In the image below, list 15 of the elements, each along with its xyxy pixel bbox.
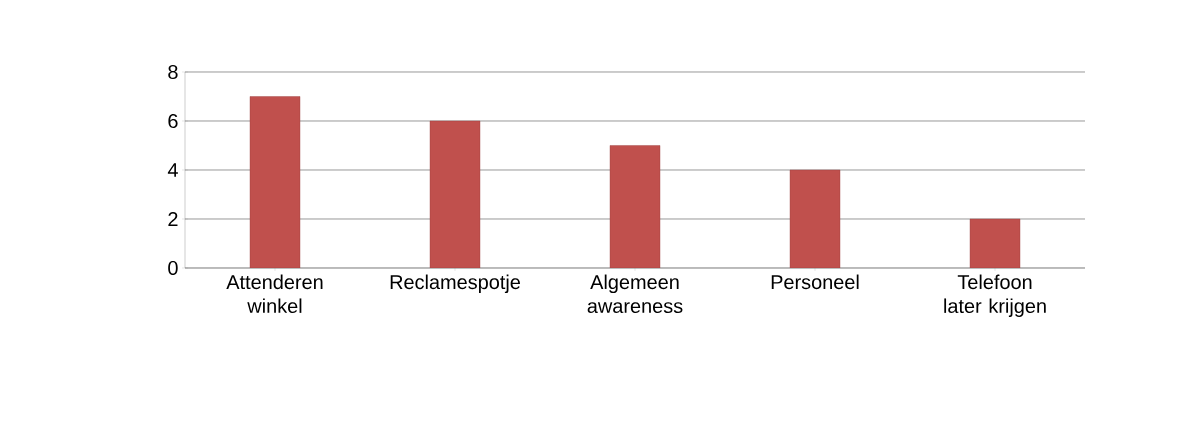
x-tick-label: Algemeen awareness [587,274,683,314]
x-tick-label: Attenderen winkel [226,274,323,314]
bar [969,218,1021,268]
bar [429,120,481,268]
bar [249,96,301,268]
bar [789,169,841,268]
y-tick-label: 2 [168,212,178,226]
x-tick-label: Telefoon later krijgen [944,274,1046,318]
y-tick-label: 0 [168,260,178,276]
y-tick-label: 6 [168,113,178,129]
x-tick-label: Reclamespotje [390,274,520,294]
y-tick-label: 4 [167,163,178,177]
bar [609,145,661,268]
y-tick-label: 8 [168,64,178,80]
x-tick-label: Personeel [771,274,859,290]
